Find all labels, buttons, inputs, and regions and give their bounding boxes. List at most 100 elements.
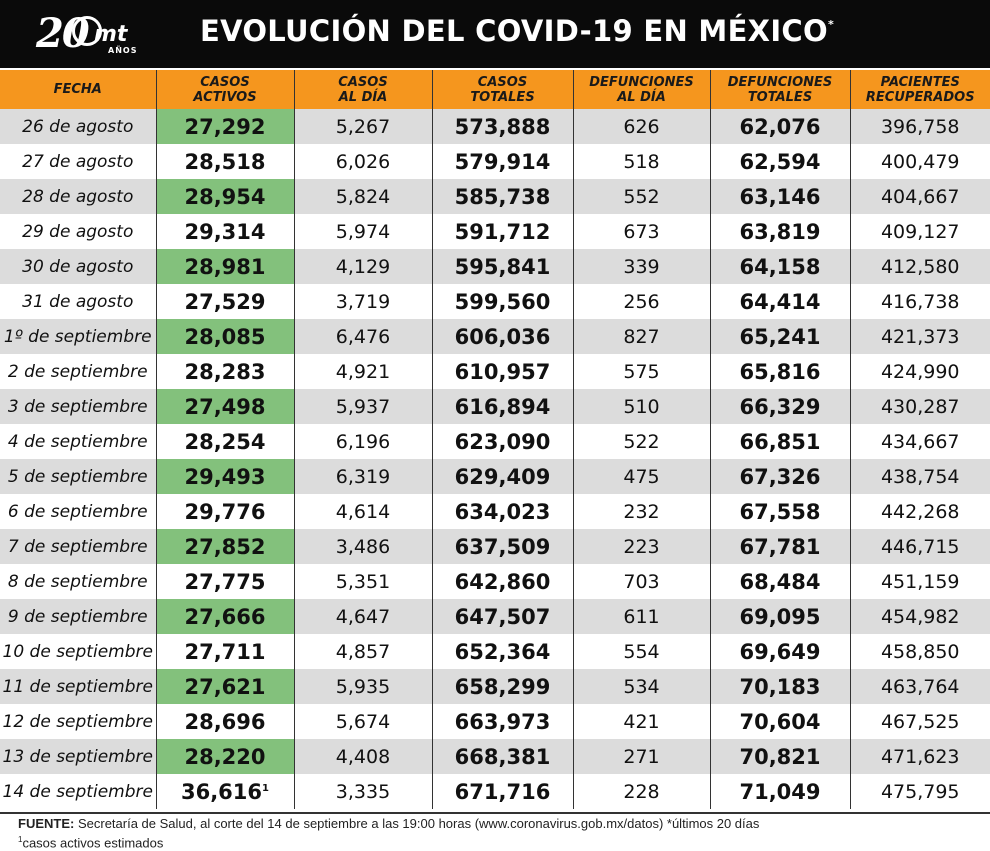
fecha-cell-value: 1º de septiembre [4, 327, 152, 347]
defunciones-totales-cell-value: 67,326 [739, 465, 820, 489]
pacientes-recuperados-cell: 446,715 [850, 529, 990, 564]
fecha-cell-value: 3 de septiembre [8, 397, 148, 417]
casos-activos-cell-value: 28,954 [184, 185, 265, 209]
casos-activos-cell: 27,292 [156, 109, 294, 144]
casos-totales-cell: 647,507 [432, 599, 573, 634]
defunciones-totales-cell: 67,781 [710, 529, 850, 564]
defunciones-totales-cell-value: 68,484 [739, 570, 820, 594]
casos-totales-cell: 595,841 [432, 249, 573, 284]
casos-totales-cell-value: 634,023 [455, 500, 551, 524]
pacientes-recuperados-cell-value: 458,850 [881, 641, 960, 663]
defunciones-al-dia-cell: 518 [573, 144, 710, 179]
fecha-cell-value: 29 de agosto [22, 222, 133, 242]
fecha-cell-value: 2 de septiembre [8, 362, 148, 382]
casos-totales-cell: 658,299 [432, 669, 573, 704]
defunciones-al-dia-cell-value: 673 [623, 221, 659, 243]
pacientes-recuperados-cell-value: 430,287 [881, 396, 960, 418]
casos-totales-cell-value: 585,738 [455, 185, 551, 209]
defunciones-totales-cell: 63,819 [710, 214, 850, 249]
casos-al-dia-cell-value: 4,921 [336, 361, 390, 383]
pacientes-recuperados-cell-value: 467,525 [881, 711, 960, 733]
fecha-cell: 3 de septiembre [0, 389, 156, 424]
defunciones-al-dia-cell: 703 [573, 564, 710, 599]
casos-al-dia-cell-value: 6,196 [336, 431, 390, 453]
casos-activos-cell: 28,085 [156, 319, 294, 354]
defunciones-totales-cell-value: 66,329 [739, 395, 820, 419]
defunciones-totales-cell-value: 65,241 [739, 325, 820, 349]
casos-totales-cell: 573,888 [432, 109, 573, 144]
pacientes-recuperados-cell-value: 454,982 [881, 606, 960, 628]
casos-totales-cell: 591,712 [432, 214, 573, 249]
defunciones-totales-cell: 62,594 [710, 144, 850, 179]
casos-al-dia-cell: 3,486 [294, 529, 432, 564]
pacientes-recuperados-cell-value: 421,373 [881, 326, 960, 348]
defunciones-totales-cell: 64,158 [710, 249, 850, 284]
casos-totales-cell-value: 573,888 [455, 115, 551, 139]
defunciones-totales-cell: 65,816 [710, 354, 850, 389]
defunciones-totales-cell-value: 67,558 [739, 500, 820, 524]
casos-al-dia-cell: 5,674 [294, 704, 432, 739]
fecha-cell: 1º de septiembre [0, 319, 156, 354]
fecha-cell: 9 de septiembre [0, 599, 156, 634]
fecha-cell: 4 de septiembre [0, 424, 156, 459]
casos-activos-cell-value: 28,981 [184, 255, 265, 279]
title-text: EVOLUCIÓN DEL COVID-19 EN MÉXICO [200, 14, 828, 48]
defunciones-al-dia-cell: 827 [573, 319, 710, 354]
defunciones-al-dia-cell: 575 [573, 354, 710, 389]
casos-activos-cell-value: 29,493 [184, 465, 265, 489]
casos-activos-cell: 28,981 [156, 249, 294, 284]
defunciones-al-dia-cell-value: 223 [623, 536, 659, 558]
casos-activos-cell-value: 28,085 [184, 325, 265, 349]
casos-al-dia-cell: 4,614 [294, 494, 432, 529]
casos-totales-cell: 642,860 [432, 564, 573, 599]
defunciones-totales-cell: 68,484 [710, 564, 850, 599]
fecha-cell: 13 de septiembre [0, 739, 156, 774]
defunciones-totales-cell: 67,326 [710, 459, 850, 494]
pacientes-recuperados-cell: 400,479 [850, 144, 990, 179]
column-header-line1: DEFUNCIONES [574, 75, 710, 90]
pacientes-recuperados-cell: 463,764 [850, 669, 990, 704]
pacientes-recuperados-cell: 396,758 [850, 109, 990, 144]
casos-al-dia-cell-value: 6,476 [336, 326, 390, 348]
casos-activos-cell: 28,696 [156, 704, 294, 739]
casos-totales-cell-value: 610,957 [455, 360, 551, 384]
pacientes-recuperados-cell-value: 451,159 [881, 571, 960, 593]
defunciones-totales-cell-value: 71,049 [739, 780, 820, 804]
pacientes-recuperados-cell: 416,738 [850, 284, 990, 319]
casos-activos-cell: 27,666 [156, 599, 294, 634]
casos-totales-cell: 616,894 [432, 389, 573, 424]
fecha-cell: 30 de agosto [0, 249, 156, 284]
casos-al-dia-cell-value: 6,026 [336, 151, 390, 173]
defunciones-totales-cell-value: 69,095 [739, 605, 820, 629]
defunciones-totales-cell-value: 63,819 [739, 220, 820, 244]
defunciones-totales-cell: 66,329 [710, 389, 850, 424]
defunciones-al-dia-cell-value: 626 [623, 116, 659, 138]
defunciones-totales-cell: 66,851 [710, 424, 850, 459]
source-text: Secretaría de Salud, al corte del 14 de … [78, 816, 759, 831]
defunciones-totales-cell: 62,076 [710, 109, 850, 144]
casos-activos-cell-value: 28,283 [184, 360, 265, 384]
pacientes-recuperados-cell-value: 416,738 [881, 291, 960, 313]
casos-totales-cell: 610,957 [432, 354, 573, 389]
defunciones-totales-cell: 63,146 [710, 179, 850, 214]
casos-al-dia-cell-value: 5,351 [336, 571, 390, 593]
casos-activos-cell-value: 28,696 [184, 710, 265, 734]
pacientes-recuperados-cell-value: 434,667 [881, 431, 960, 453]
pacientes-recuperados-cell-value: 446,715 [881, 536, 960, 558]
casos-activos-cell-value: 36,616 [181, 780, 262, 804]
fecha-cell: 31 de agosto [0, 284, 156, 319]
defunciones-al-dia-cell-value: 554 [623, 641, 659, 663]
pacientes-recuperados-cell: 475,795 [850, 774, 990, 809]
casos-al-dia-cell-value: 4,857 [336, 641, 390, 663]
fecha-cell-value: 13 de septiembre [3, 747, 153, 767]
